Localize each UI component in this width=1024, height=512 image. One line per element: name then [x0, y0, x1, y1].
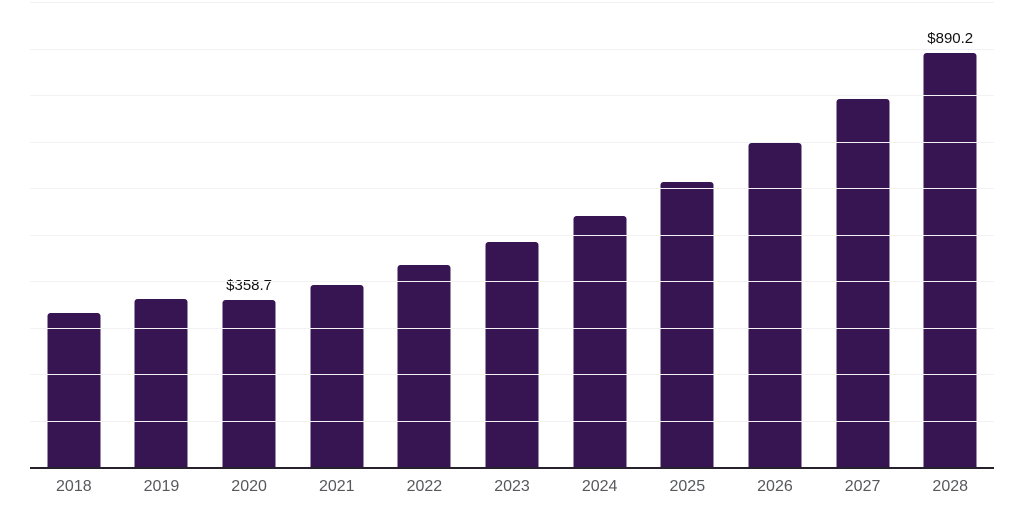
x-tick-2020: 2020: [231, 478, 267, 495]
x-tick-2022: 2022: [406, 478, 443, 495]
bar-value-label-2028: $890.2: [927, 30, 974, 48]
gridline-800: [30, 95, 994, 96]
bar-2028: [923, 53, 977, 467]
bar-2025: [660, 182, 714, 467]
x-tick-2023: 2023: [494, 478, 530, 495]
gridline-900: [30, 48, 994, 50]
gridline-1000: [30, 2, 994, 3]
bar-2026: [748, 142, 802, 467]
gridline-200: [30, 374, 994, 375]
gridline-400: [30, 281, 994, 282]
x-tick-2021: 2021: [318, 478, 355, 495]
x-tick-2019: 2019: [143, 478, 180, 495]
bar-slot-2028: $890.2: [906, 2, 994, 467]
bar-slot-2025: [643, 2, 731, 467]
gridline-600: [30, 188, 994, 189]
x-tick-2026: 2026: [757, 478, 793, 495]
bar-slot-2024: [556, 2, 644, 467]
gridline-100: [30, 420, 994, 422]
bar-slot-2026: [731, 2, 819, 467]
x-tick-2024: 2024: [581, 478, 618, 495]
gridline-700: [30, 141, 994, 143]
plot-area: $358.7 $890.2: [30, 2, 994, 469]
x-tick-2025: 2025: [669, 478, 706, 495]
bar-slot-2018: [30, 2, 118, 467]
bar-slot-2023: [468, 2, 556, 467]
bar-2022: [397, 265, 451, 467]
bar-slot-2019: [118, 2, 206, 467]
x-tick-2027: 2027: [844, 478, 881, 495]
x-tick-2028: 2028: [932, 478, 969, 495]
bar-slot-2021: [293, 2, 381, 467]
bar-slot-2027: [819, 2, 907, 467]
bar-2019: [134, 299, 188, 467]
bar-2020: [222, 300, 276, 467]
bar-2027: [836, 98, 890, 467]
bar-slot-2022: [381, 2, 469, 467]
gridline-300: [30, 327, 994, 329]
bar-series: $358.7 $890.2: [30, 2, 994, 467]
gridline-500: [30, 234, 994, 236]
x-axis: 2018 2019 2020 2021 2022 2023 2024 2025 2026 2027…: [30, 477, 994, 496]
x-tick-2018: 2018: [56, 478, 92, 495]
bar-2023: [485, 241, 539, 467]
bar-2021: [310, 284, 364, 467]
bar-2024: [573, 216, 627, 467]
bar-2018: [47, 312, 101, 467]
